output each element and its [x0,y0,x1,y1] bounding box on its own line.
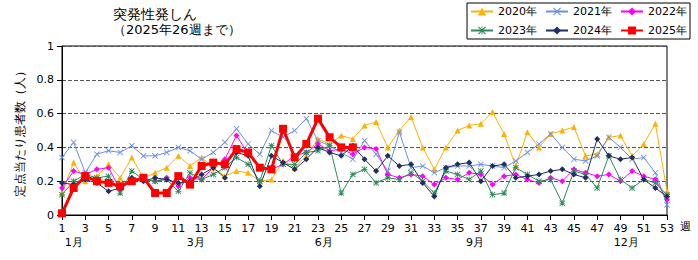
svg-text:29: 29 [381,222,395,235]
svg-text:2020年: 2020年 [498,5,537,18]
svg-text:0.2: 0.2 [37,175,55,188]
svg-text:21: 21 [288,222,302,235]
svg-text:0.8: 0.8 [37,73,55,86]
svg-text:3月: 3月 [187,236,205,249]
svg-text:39: 39 [497,222,511,235]
svg-text:13: 13 [195,222,209,235]
svg-text:23: 23 [311,222,325,235]
svg-text:週: 週 [680,220,691,233]
svg-text:43: 43 [544,222,558,235]
svg-text:47: 47 [590,222,604,235]
svg-text:2024年: 2024年 [573,24,612,37]
svg-text:19: 19 [264,222,278,235]
svg-text:41: 41 [520,222,534,235]
svg-text:0.4: 0.4 [37,141,55,154]
svg-text:51: 51 [637,222,651,235]
svg-text:定点当たり患者数（人）: 定点当たり患者数（人） [13,65,27,197]
svg-text:2023年: 2023年 [498,24,537,37]
svg-text:25: 25 [334,222,348,235]
svg-text:5: 5 [105,222,112,235]
svg-text:9: 9 [152,222,159,235]
svg-text:33: 33 [427,222,441,235]
svg-text:53: 53 [660,222,674,235]
svg-text:12月: 12月 [614,236,639,249]
svg-text:9月: 9月 [466,236,484,249]
svg-text:31: 31 [404,222,418,235]
svg-text:1: 1 [47,40,54,53]
svg-text:突発性発しん: 突発性発しん [113,6,197,22]
svg-text:7: 7 [128,222,135,235]
svg-text:17: 17 [241,222,255,235]
svg-text:11: 11 [171,222,185,235]
svg-text:1: 1 [59,222,66,235]
svg-text:0.6: 0.6 [37,107,55,120]
svg-text:3: 3 [82,222,89,235]
svg-text:6月: 6月 [315,236,333,249]
svg-text:0: 0 [47,209,54,222]
svg-text:2022年: 2022年 [648,5,687,18]
svg-text:（2025年26週まで）: （2025年26週まで） [113,22,241,37]
svg-text:35: 35 [451,222,465,235]
svg-text:2021年: 2021年 [573,5,612,18]
svg-text:15: 15 [218,222,232,235]
svg-text:49: 49 [613,222,627,235]
svg-text:27: 27 [358,222,372,235]
svg-text:37: 37 [474,222,488,235]
svg-text:1月: 1月 [65,236,83,249]
svg-text:45: 45 [567,222,581,235]
svg-text:2025年: 2025年 [648,24,687,37]
